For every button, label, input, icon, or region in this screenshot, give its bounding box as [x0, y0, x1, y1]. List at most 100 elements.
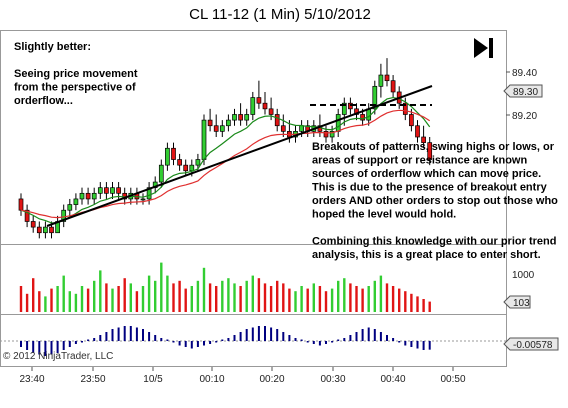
indicator-bar	[135, 327, 138, 341]
candle	[91, 187, 97, 205]
candle	[140, 193, 146, 205]
volume-bar	[44, 296, 47, 312]
indicator-bar	[398, 341, 401, 343]
candle	[158, 159, 164, 188]
indicator-bar	[68, 341, 71, 347]
volume-bar	[93, 280, 96, 312]
volume-bar	[288, 288, 291, 312]
volume-bar	[208, 283, 212, 312]
volume-bar	[147, 275, 151, 312]
indicator-bar	[306, 341, 309, 343]
volume-bar	[324, 291, 328, 312]
candle	[348, 97, 353, 115]
candle	[110, 182, 115, 199]
candle	[384, 58, 390, 87]
fast-moving-average	[20, 96, 431, 224]
annotation-top-left: Slightly better: Seeing price movement fr…	[14, 41, 138, 107]
candle	[183, 159, 189, 177]
indicator-bar	[337, 339, 340, 341]
volume-bar	[56, 286, 59, 312]
volume-bar	[294, 291, 297, 312]
indicator-bar	[142, 329, 144, 341]
candle	[421, 125, 426, 149]
indicator-bar	[227, 338, 230, 341]
volume-bar	[221, 280, 224, 312]
candle	[104, 182, 109, 199]
time-axis: 23:40 23:50 10/5 00:10 00:20 00:30 00:40 00:50	[19, 367, 466, 385]
volume-bar	[50, 288, 53, 312]
volume-bar	[111, 288, 114, 312]
indicator-bar	[154, 335, 157, 341]
candle	[43, 221, 48, 239]
indicator-bar	[294, 338, 297, 341]
volume-bar	[227, 278, 230, 312]
copyright-text: © 2012 NinjaTrader, LLC	[3, 351, 113, 362]
time-tick-label: 00:50	[440, 374, 465, 385]
indicator-bar	[428, 341, 431, 350]
candle	[244, 108, 250, 126]
indicator-bar	[111, 329, 114, 341]
indicator-bar	[81, 341, 83, 343]
candle	[378, 63, 384, 98]
volume-bar	[385, 283, 389, 312]
candle	[262, 91, 268, 115]
indicator-bar	[416, 341, 419, 349]
volume-bar	[123, 278, 126, 312]
time-tick-label: 00:30	[320, 374, 345, 385]
volume-bar	[80, 286, 84, 312]
indicator-bar	[117, 327, 120, 341]
volume-bar	[416, 296, 419, 312]
volume-bar	[160, 262, 163, 312]
candle	[256, 80, 262, 109]
indicator-bar	[74, 341, 77, 344]
svg-text:89.30: 89.30	[513, 87, 538, 98]
time-tick-label: 00:10	[199, 374, 224, 385]
candle	[61, 204, 67, 228]
indicator-bar	[288, 335, 291, 341]
replay-end-icon[interactable]	[474, 38, 493, 58]
volume-bar	[312, 283, 315, 312]
candle	[165, 142, 170, 171]
candle	[219, 120, 225, 137]
candle	[79, 187, 85, 205]
volume-bar	[86, 288, 90, 312]
indicator-bar	[178, 341, 181, 346]
indicator-bar	[38, 341, 41, 355]
volume-bar	[25, 293, 29, 312]
candle	[274, 108, 280, 132]
indicator-bar	[184, 341, 187, 347]
indicator-bar	[20, 341, 22, 347]
volume-bar	[68, 291, 71, 312]
indicator-bar	[386, 335, 388, 341]
indicator-bar	[245, 329, 248, 341]
candle	[390, 75, 396, 98]
time-tick-label: 23:40	[19, 374, 44, 385]
candle	[122, 187, 128, 205]
volume-bar	[166, 275, 169, 312]
indicator-bar	[264, 326, 266, 341]
indicator-bar	[209, 341, 212, 344]
indicator-bar	[239, 332, 242, 341]
indicator-bar	[355, 332, 358, 341]
indicator-bar	[325, 341, 327, 344]
candle	[171, 142, 176, 166]
candle	[372, 80, 378, 115]
indicator-bar	[331, 341, 334, 343]
volume-bar	[178, 280, 181, 312]
candle	[226, 114, 231, 132]
volume-bar	[398, 288, 401, 312]
indicator-bar	[26, 341, 29, 350]
indicator-bar	[318, 341, 321, 346]
candle	[238, 103, 243, 126]
volume-bar	[330, 288, 334, 312]
volume-bar	[19, 286, 23, 312]
indicator-bar	[282, 332, 285, 341]
indicator-bar	[129, 326, 132, 341]
indicator-bar	[251, 327, 254, 341]
volume-bar	[184, 288, 187, 312]
volume-bar	[404, 291, 407, 312]
price-axis: 89.40 89.20	[506, 68, 537, 122]
indicator-bar	[32, 341, 35, 353]
candle	[55, 215, 60, 234]
